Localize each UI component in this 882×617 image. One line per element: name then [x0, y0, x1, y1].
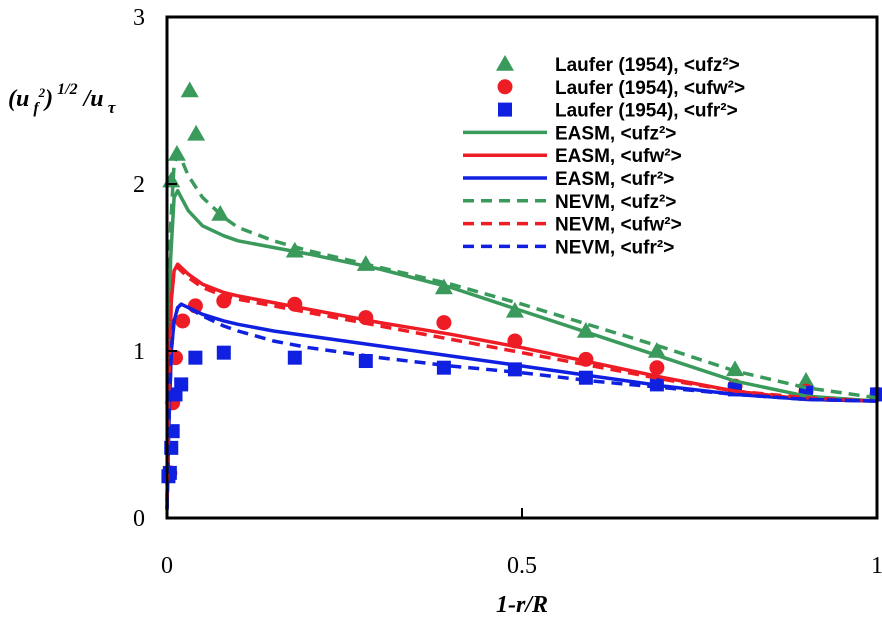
x-tick-label: 0: [161, 553, 173, 579]
data-point-laufer-1954-ufz: [187, 124, 206, 141]
legend-label-nevm-ufz: NEVM, <ufz²>: [555, 192, 676, 213]
data-point-laufer-1954-ufz: [726, 360, 744, 377]
y-tick-label: 3: [133, 5, 145, 31]
series-line-easm-ufr: [165, 302, 878, 510]
legend-marker-laufer-1954-ufw: [497, 79, 513, 95]
y-tick-label: 2: [133, 172, 145, 198]
series-line-nevm-ufr: [165, 302, 878, 510]
plot-frame: [165, 15, 879, 520]
legend-label-laufer-1954-ufz: Laufer (1954), <ufz²>: [555, 55, 740, 76]
plot-area: [161, 81, 882, 510]
data-point-laufer-1954-ufr: [188, 350, 203, 365]
x-axis-title: 1-r/R: [496, 592, 548, 617]
series-line-nevm-ufz: [165, 152, 878, 485]
data-point-laufer-1954-ufr: [287, 350, 302, 365]
legend-marker-laufer-1954-ufz: [496, 55, 514, 71]
legend-marker-laufer-1954-ufr: [498, 102, 512, 117]
legend: Laufer (1954), <ufz²>Laufer (1954), <ufw…: [463, 55, 745, 258]
legend-label-nevm-ufw: NEVM, <ufw²>: [555, 215, 682, 236]
data-point-laufer-1954-ufz: [180, 81, 199, 98]
data-point-laufer-1954-ufw: [175, 313, 191, 329]
legend-label-nevm-ufr: NEVM, <ufr²>: [555, 237, 674, 258]
data-point-laufer-1954-ufr: [216, 345, 231, 360]
y-axis-title: (u f2) 1/2 /u τ: [8, 81, 116, 117]
y-tick-label: 1: [133, 339, 145, 365]
series-line-easm-ufz: [165, 188, 878, 485]
x-tick-label: 0.5: [507, 553, 537, 579]
data-point-laufer-1954-ufw: [436, 315, 452, 331]
legend-label-laufer-1954-ufw: Laufer (1954), <ufw²>: [555, 78, 745, 99]
data-point-laufer-1954-ufr: [162, 465, 177, 480]
series-line-easm-ufw: [165, 262, 878, 502]
legend-label-easm-ufr: EASM, <ufr²>: [555, 169, 674, 190]
data-point-laufer-1954-ufr: [174, 377, 189, 392]
y-tick-label: 0: [133, 506, 145, 532]
data-point-laufer-1954-ufz: [162, 171, 181, 188]
data-point-laufer-1954-ufz: [797, 372, 815, 388]
legend-label-laufer-1954-ufr: Laufer (1954), <ufr²>: [555, 101, 738, 122]
legend-label-easm-ufw: EASM, <ufw²>: [555, 146, 682, 167]
x-tick-label: 1: [871, 553, 882, 579]
data-point-laufer-1954-ufw: [649, 360, 665, 376]
series-line-nevm-ufw: [165, 265, 878, 502]
axes: 0 0.5 1 0 1 2 3 1-r/R (u f2) 1/2 /u τ: [8, 5, 882, 617]
data-point-laufer-1954-ufr: [436, 360, 451, 375]
legend-label-easm-ufz: EASM, <ufz²>: [555, 123, 676, 144]
